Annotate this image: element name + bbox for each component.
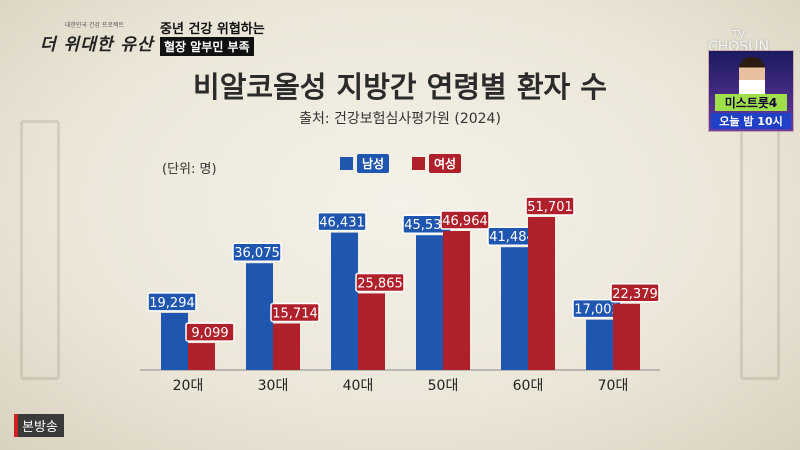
legend-label-female: 여성 (429, 154, 462, 173)
x-tick-label: 30대 (258, 378, 289, 394)
chart-unit: (단위: 명) (162, 162, 217, 177)
broadcast-badge: 본방송 (14, 414, 64, 437)
bar-female (188, 343, 215, 370)
data-label-box (147, 292, 197, 312)
x-tick-label: 60대 (513, 378, 544, 394)
data-label-box (525, 196, 575, 216)
legend-swatch-female (412, 157, 425, 170)
data-label: 45,539 (404, 218, 450, 233)
data-label: 17,002 (574, 303, 620, 318)
logo-title: 더 위대한 유산 (40, 35, 154, 55)
data-label: 46,964 (442, 214, 488, 229)
bar-female (613, 303, 640, 370)
host-image (739, 57, 765, 99)
data-label: 36,075 (234, 246, 280, 261)
bar-male (501, 247, 528, 370)
logo-subtitle: 대한민국 건강 프로젝트 (65, 22, 125, 29)
legend-male: 남성 (340, 154, 390, 173)
lattice-decoration (20, 120, 60, 380)
promo-show: 미스트롯4 (715, 94, 787, 111)
bar-male (416, 235, 443, 370)
promo-time: 오늘 밤 10시 (711, 113, 791, 129)
caption-line1: 중년 건강 위협하는 (160, 22, 265, 37)
data-label: 9,099 (191, 326, 228, 341)
caption-line2: 혈장 알부민 부족 (160, 37, 254, 56)
x-tick-label: 40대 (343, 378, 374, 394)
x-tick-label: 20대 (173, 378, 204, 394)
bar-female (358, 293, 385, 370)
x-tick-label: 50대 (428, 378, 459, 394)
data-label: 19,294 (149, 296, 195, 311)
data-label-box (270, 302, 320, 323)
bar-male (331, 232, 358, 370)
data-label-box (317, 211, 367, 232)
promo-banner: 미스트롯4 오늘 밤 10시 (708, 50, 794, 132)
bar-male (246, 263, 273, 370)
chart-source: 출처: 건강보험심사평가원 (2024) (299, 111, 501, 127)
data-label: 25,865 (357, 276, 403, 291)
data-label: 46,431 (319, 216, 365, 231)
data-label: 22,379 (612, 287, 658, 302)
data-label-box (610, 283, 660, 303)
data-label: 51,701 (527, 200, 573, 215)
legend-label-male: 남성 (357, 154, 390, 173)
bar-female (273, 323, 300, 370)
bar-female (443, 231, 470, 370)
legend-swatch-male (340, 157, 353, 170)
show-logo: 대한민국 건강 프로젝트 더 위대한 유산 (30, 14, 155, 55)
data-label-box (440, 210, 490, 230)
legend-female: 여성 (412, 154, 462, 173)
channel-tv: TV (731, 29, 745, 40)
bar-male (161, 312, 188, 370)
data-label: 15,714 (272, 306, 318, 321)
data-label-box (232, 242, 282, 262)
x-tick-label: 70대 (598, 378, 629, 394)
data-label: 41,484 (489, 230, 535, 245)
data-label-box (185, 322, 235, 342)
data-label-box (355, 272, 405, 293)
bar-female (528, 217, 555, 370)
bar-male (586, 319, 613, 370)
chart-title: 비알코올성 지방간 연령별 환자 수 (193, 70, 607, 104)
